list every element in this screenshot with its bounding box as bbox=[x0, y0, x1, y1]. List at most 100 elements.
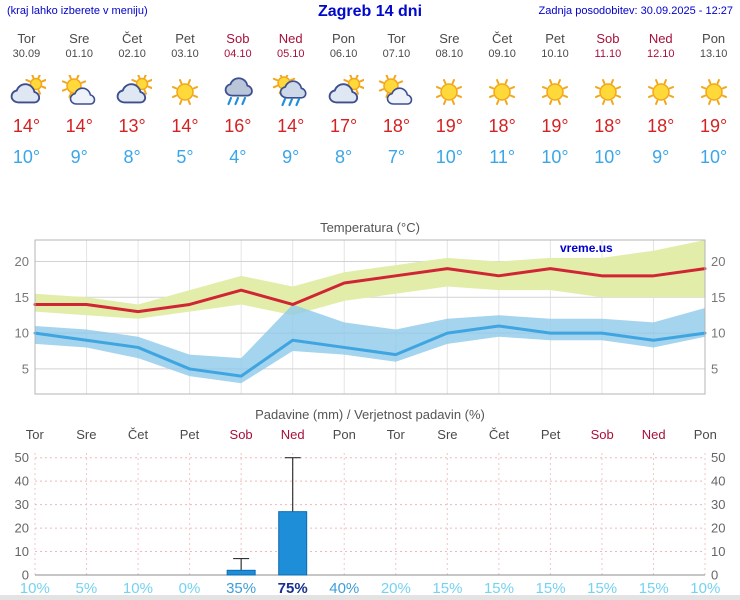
day-forecast-3[interactable]: Pet 03.10 14° 5° bbox=[159, 31, 212, 168]
day-low-temp: 5° bbox=[176, 147, 194, 167]
day-forecast-12[interactable]: Ned 12.10 18° 9° bbox=[634, 31, 687, 168]
cloudy-icon bbox=[317, 74, 370, 110]
precip-probability-row: 10% 5% 10% 0% 35% 75% 40% 20% 15% 15% 15% 15% 15% 10% bbox=[9, 580, 731, 597]
sunny-icon bbox=[529, 74, 582, 110]
rain-icon bbox=[211, 74, 264, 110]
partly-cloudy-icon bbox=[370, 74, 423, 110]
day-name: Tor bbox=[17, 31, 36, 46]
day-low-temp: 11° bbox=[489, 147, 516, 167]
day-date: 08.10 bbox=[435, 48, 464, 60]
day-name: Ned bbox=[648, 31, 673, 46]
precipitation-chart-title: Padavine (mm) / Verjetnost padavin (%) bbox=[255, 407, 485, 422]
svg-text:10: 10 bbox=[15, 544, 29, 559]
svg-text:15: 15 bbox=[711, 290, 725, 305]
day-high-temp: 17° bbox=[329, 116, 358, 136]
day-low-temp: 8° bbox=[123, 147, 141, 167]
day-name: Čet bbox=[122, 31, 143, 46]
precip-day-label: Čet bbox=[488, 427, 510, 442]
precip-day-labels-row: Tor Sre Čet Pet Sob Ned Pon Tor Sre Čet Pet Sob Ned P… bbox=[9, 427, 731, 442]
day-forecast-6[interactable]: Pon 06.10 17° 8° bbox=[317, 31, 370, 168]
day-name: Pon bbox=[702, 31, 726, 46]
precip-day-label: Tor bbox=[386, 427, 405, 442]
precip-day-label: Sob bbox=[229, 427, 253, 442]
day-date: 03.10 bbox=[171, 48, 199, 60]
day-forecast-10[interactable]: Pet 10.10 19° 10° bbox=[529, 31, 582, 168]
svg-text:10: 10 bbox=[711, 544, 725, 559]
day-low-temp: 10° bbox=[435, 147, 463, 167]
day-date: 09.10 bbox=[488, 48, 516, 60]
svg-text:10: 10 bbox=[711, 326, 725, 341]
day-date: 12.10 bbox=[646, 48, 675, 60]
day-low-temp: 8° bbox=[334, 147, 353, 167]
svg-text:15: 15 bbox=[15, 290, 29, 305]
svg-text:40: 40 bbox=[711, 474, 725, 489]
day-forecast-9[interactable]: Čet 09.10 18° 11° bbox=[476, 31, 529, 168]
precip-probability: 20% bbox=[380, 580, 411, 597]
svg-text:50: 50 bbox=[15, 450, 29, 465]
day-forecast-7[interactable]: Tor 07.10 18° 7° bbox=[370, 31, 423, 168]
day-forecast-1[interactable]: Sre 01.10 14° 9° bbox=[53, 31, 106, 168]
day-forecast-2[interactable]: Čet 02.10 13° 8° bbox=[106, 31, 159, 168]
svg-text:20: 20 bbox=[15, 521, 29, 536]
precip-probability: 15% bbox=[587, 580, 618, 597]
day-date: 30.09 bbox=[12, 48, 41, 60]
temperature-chart-svg: 5 5 10 10 15 15 20 20 vreme.us bbox=[15, 239, 725, 395]
day-date: 11.10 bbox=[594, 48, 622, 60]
day-date: 02.10 bbox=[118, 48, 146, 60]
day-date: 04.10 bbox=[224, 48, 252, 60]
day-name: Pon bbox=[332, 31, 356, 46]
precip-day-label: Tor bbox=[25, 427, 44, 442]
day-date: 07.10 bbox=[382, 48, 411, 60]
precip-day-label: Sre bbox=[437, 427, 458, 442]
day-high-temp: 14° bbox=[277, 116, 305, 136]
svg-text:20: 20 bbox=[15, 254, 29, 269]
precip-probability: 15% bbox=[535, 580, 566, 597]
day-low-temp: 7° bbox=[387, 147, 406, 167]
svg-text:40: 40 bbox=[15, 474, 29, 489]
precipitation-chart-svg: 0 0 10 10 20 20 30 30 40 40 50 50 bbox=[15, 450, 726, 582]
sunny-icon bbox=[476, 74, 529, 110]
day-forecast-8[interactable]: Sre 08.10 19° 10° bbox=[423, 31, 476, 168]
day-high-temp: 18° bbox=[488, 116, 516, 136]
precip-probability: 0% bbox=[178, 580, 201, 597]
svg-text:30: 30 bbox=[15, 497, 29, 512]
day-high-temp: 19° bbox=[435, 116, 463, 136]
precip-day-label: Sre bbox=[76, 427, 97, 442]
day-low-temp: 10° bbox=[699, 147, 728, 167]
day-high-temp: 14° bbox=[171, 116, 199, 136]
day-forecast-4[interactable]: Sob 04.10 16° 4° bbox=[211, 31, 264, 168]
day-date: 01.10 bbox=[65, 48, 94, 60]
svg-text:5: 5 bbox=[711, 361, 718, 376]
day-forecast-5[interactable]: Ned 05.10 14° 9° bbox=[264, 31, 317, 168]
day-low-temp: 4° bbox=[229, 147, 247, 167]
day-high-temp: 19° bbox=[699, 116, 728, 136]
svg-text:20: 20 bbox=[711, 521, 725, 536]
temperature-chart: 5 5 10 10 15 15 20 20 vreme.us bbox=[0, 236, 740, 398]
day-high-temp: 19° bbox=[541, 116, 569, 136]
precip-day-label: Pon bbox=[693, 427, 717, 442]
day-forecast-13[interactable]: Pon 13.10 19° 10° bbox=[687, 31, 740, 168]
day-name: Sre bbox=[439, 31, 460, 46]
watermark-text: vreme.us bbox=[560, 241, 613, 255]
day-date: 13.10 bbox=[699, 48, 728, 60]
svg-text:5: 5 bbox=[22, 361, 29, 376]
sunny-icon bbox=[159, 74, 212, 110]
day-forecast-0[interactable]: Tor 30.09 14° 10° bbox=[0, 31, 53, 168]
day-date: 06.10 bbox=[329, 48, 358, 60]
precip-day-label: Pet bbox=[179, 427, 200, 442]
day-high-temp: 18° bbox=[382, 116, 411, 136]
day-forecast-11[interactable]: Sob 11.10 18° 10° bbox=[581, 31, 634, 168]
sunny-icon bbox=[581, 74, 634, 110]
day-low-temp: 10° bbox=[594, 147, 622, 167]
bottom-strip bbox=[0, 595, 740, 600]
precip-probability: 10% bbox=[122, 580, 153, 597]
svg-text:10: 10 bbox=[15, 326, 29, 341]
day-high-temp: 18° bbox=[594, 116, 622, 136]
precip-day-label: Sob bbox=[590, 427, 614, 442]
sunny-icon bbox=[634, 74, 687, 110]
precip-probability: 75% bbox=[277, 580, 308, 597]
precip-probability: 15% bbox=[483, 580, 514, 597]
daily-forecast-row: Tor 30.09 14° 10° Sre 01.10 14° 9° Čet 02.10 13° 8°… bbox=[0, 31, 740, 168]
precip-day-label: Pet bbox=[540, 427, 561, 442]
precipitation-chart: 0 0 10 10 20 20 30 30 40 40 50 50 bbox=[0, 445, 740, 582]
